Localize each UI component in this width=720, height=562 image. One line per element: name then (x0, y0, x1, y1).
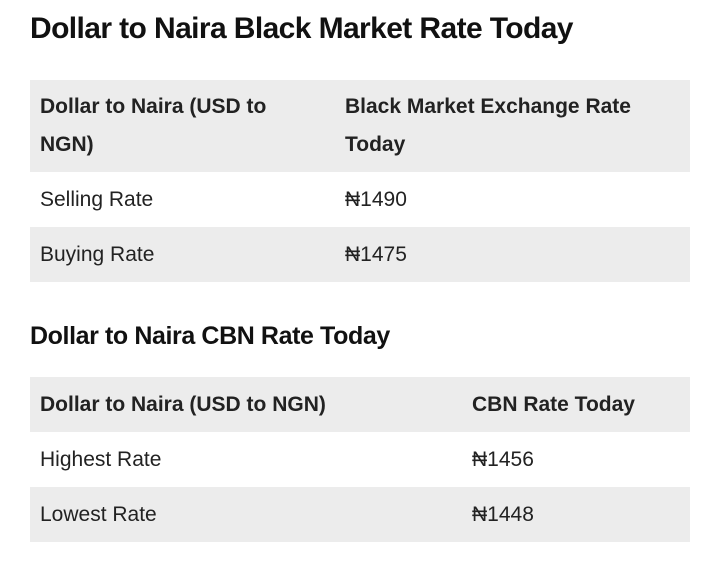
header-cell: CBN Rate Today (472, 392, 635, 416)
header-cell: Black Market Exchange Rate Today (345, 95, 631, 156)
header-cell: Dollar to Naira (USD to NGN) (40, 95, 267, 156)
header-row: Dollar to Naira (USD to NGN) Black Marke… (30, 80, 690, 172)
row: Lowest Rate ₦1448 (30, 487, 690, 542)
cell: Selling Rate (40, 187, 154, 211)
cell: ₦1490 (345, 187, 407, 211)
row: Buying Rate ₦1475 (30, 227, 690, 282)
cell: Highest Rate (40, 447, 162, 471)
section-heading: Dollar to Naira CBN Rate Today (30, 322, 390, 350)
black-market-table: Dollar to Naira (USD to NGN) Black Marke… (30, 80, 690, 282)
header-row: Dollar to Naira (USD to NGN) CBN Rate To… (30, 377, 690, 432)
header-cell: Dollar to Naira (USD to NGN) (40, 392, 326, 416)
row: Highest Rate ₦1456 (30, 432, 690, 487)
cell: Lowest Rate (40, 502, 157, 526)
cell: ₦1456 (472, 447, 534, 471)
cell: ₦1475 (345, 242, 407, 266)
cbn-table: Dollar to Naira (USD to NGN) CBN Rate To… (30, 377, 690, 542)
page-title: Dollar to Naira Black Market Rate Today (30, 12, 574, 45)
row: Selling Rate ₦1490 (30, 172, 690, 227)
cell: Buying Rate (40, 242, 155, 266)
cell: ₦1448 (472, 502, 534, 526)
